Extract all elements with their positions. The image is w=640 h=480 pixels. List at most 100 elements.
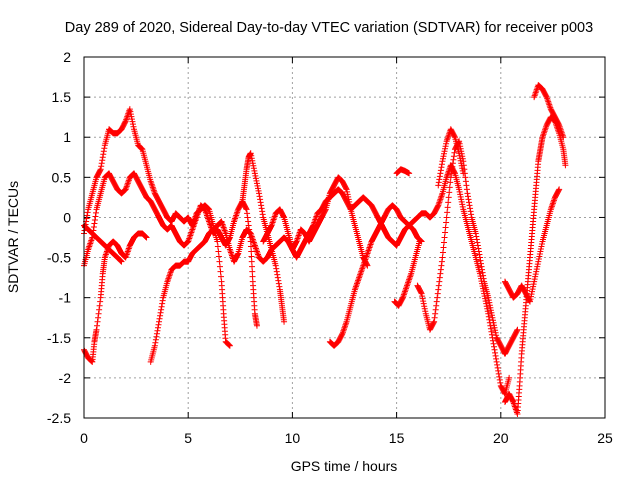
data-point <box>154 327 161 334</box>
data-point <box>486 299 493 306</box>
data-point <box>258 202 265 209</box>
data-point <box>187 230 194 237</box>
data-point <box>433 298 440 305</box>
data-point <box>352 283 359 290</box>
data-point <box>227 249 234 256</box>
data-point <box>463 186 470 193</box>
data-point <box>358 267 365 274</box>
data-point <box>434 294 441 301</box>
data-point <box>548 204 555 211</box>
data-point <box>342 323 349 330</box>
data-point <box>460 170 467 177</box>
data-point <box>459 165 466 172</box>
data-point <box>150 185 157 192</box>
data-point <box>436 173 443 180</box>
data-point <box>420 300 427 307</box>
data-point <box>444 209 451 216</box>
data-point <box>480 285 487 292</box>
data-point <box>164 277 171 284</box>
data-point <box>254 182 261 189</box>
data-point <box>166 272 173 279</box>
data-point <box>153 333 160 340</box>
data-point <box>457 143 464 150</box>
data-point <box>421 303 428 310</box>
data-point <box>478 260 485 267</box>
data-point <box>126 106 133 113</box>
grid <box>84 57 605 418</box>
data-point <box>431 314 438 321</box>
data-point <box>459 201 466 208</box>
data-point <box>273 268 280 275</box>
data-point <box>538 243 545 250</box>
data-point <box>83 215 90 222</box>
data-point <box>88 237 95 244</box>
data-point <box>90 223 97 230</box>
data-point <box>448 167 455 174</box>
data-point <box>447 179 454 186</box>
data-point <box>259 211 266 218</box>
data-points <box>81 82 569 417</box>
data-point <box>345 193 352 200</box>
data-point <box>447 174 454 181</box>
data-point <box>149 182 156 189</box>
x-tick-label: 10 <box>285 430 301 446</box>
data-point <box>493 332 500 339</box>
data-point <box>419 295 426 302</box>
data-point <box>440 153 447 160</box>
data-point <box>514 326 521 333</box>
data-point <box>92 213 99 220</box>
data-point <box>214 243 221 250</box>
data-point <box>128 113 135 120</box>
data-point <box>255 185 262 192</box>
data-point <box>85 245 92 252</box>
data-point <box>492 327 499 334</box>
data-point <box>215 253 222 260</box>
data-point <box>245 222 252 229</box>
data-point <box>420 298 427 305</box>
data-point <box>430 319 437 326</box>
data-point <box>542 126 549 133</box>
data-point <box>492 329 499 336</box>
data-point <box>562 162 569 169</box>
chart-title: Day 289 of 2020, Sidereal Day-to-day VTE… <box>65 20 593 36</box>
data-point <box>342 321 349 328</box>
data-point <box>247 150 254 157</box>
data-point <box>117 257 124 264</box>
data-point <box>253 180 260 187</box>
data-point <box>488 331 495 338</box>
data-point <box>343 320 350 327</box>
data-point <box>443 140 450 147</box>
data-point <box>416 238 423 245</box>
data-point <box>431 318 438 325</box>
data-point <box>244 210 251 217</box>
data-point <box>483 300 490 307</box>
data-point <box>218 273 225 280</box>
data-point <box>467 205 474 212</box>
data-point <box>356 273 363 280</box>
data-point <box>545 100 552 107</box>
data-point <box>422 308 429 315</box>
data-point <box>340 326 347 333</box>
data-point <box>468 211 475 218</box>
data-point <box>92 209 99 216</box>
y-tick-label: -2 <box>59 370 72 386</box>
data-point <box>248 152 255 159</box>
data-point <box>543 93 550 100</box>
data-point <box>473 233 480 240</box>
data-point <box>253 177 260 184</box>
data-point <box>485 313 492 320</box>
data-point <box>541 128 548 135</box>
data-point <box>214 238 221 245</box>
data-point <box>443 214 450 221</box>
data-point <box>272 262 279 269</box>
data-point <box>450 153 457 160</box>
data-point <box>491 343 498 350</box>
data-point <box>84 209 91 216</box>
data-point <box>102 251 109 258</box>
data-point <box>216 258 223 265</box>
data-point <box>256 193 263 200</box>
data-point <box>399 295 406 302</box>
data-point <box>158 306 165 313</box>
data-point <box>130 123 137 130</box>
data-point <box>476 270 483 277</box>
